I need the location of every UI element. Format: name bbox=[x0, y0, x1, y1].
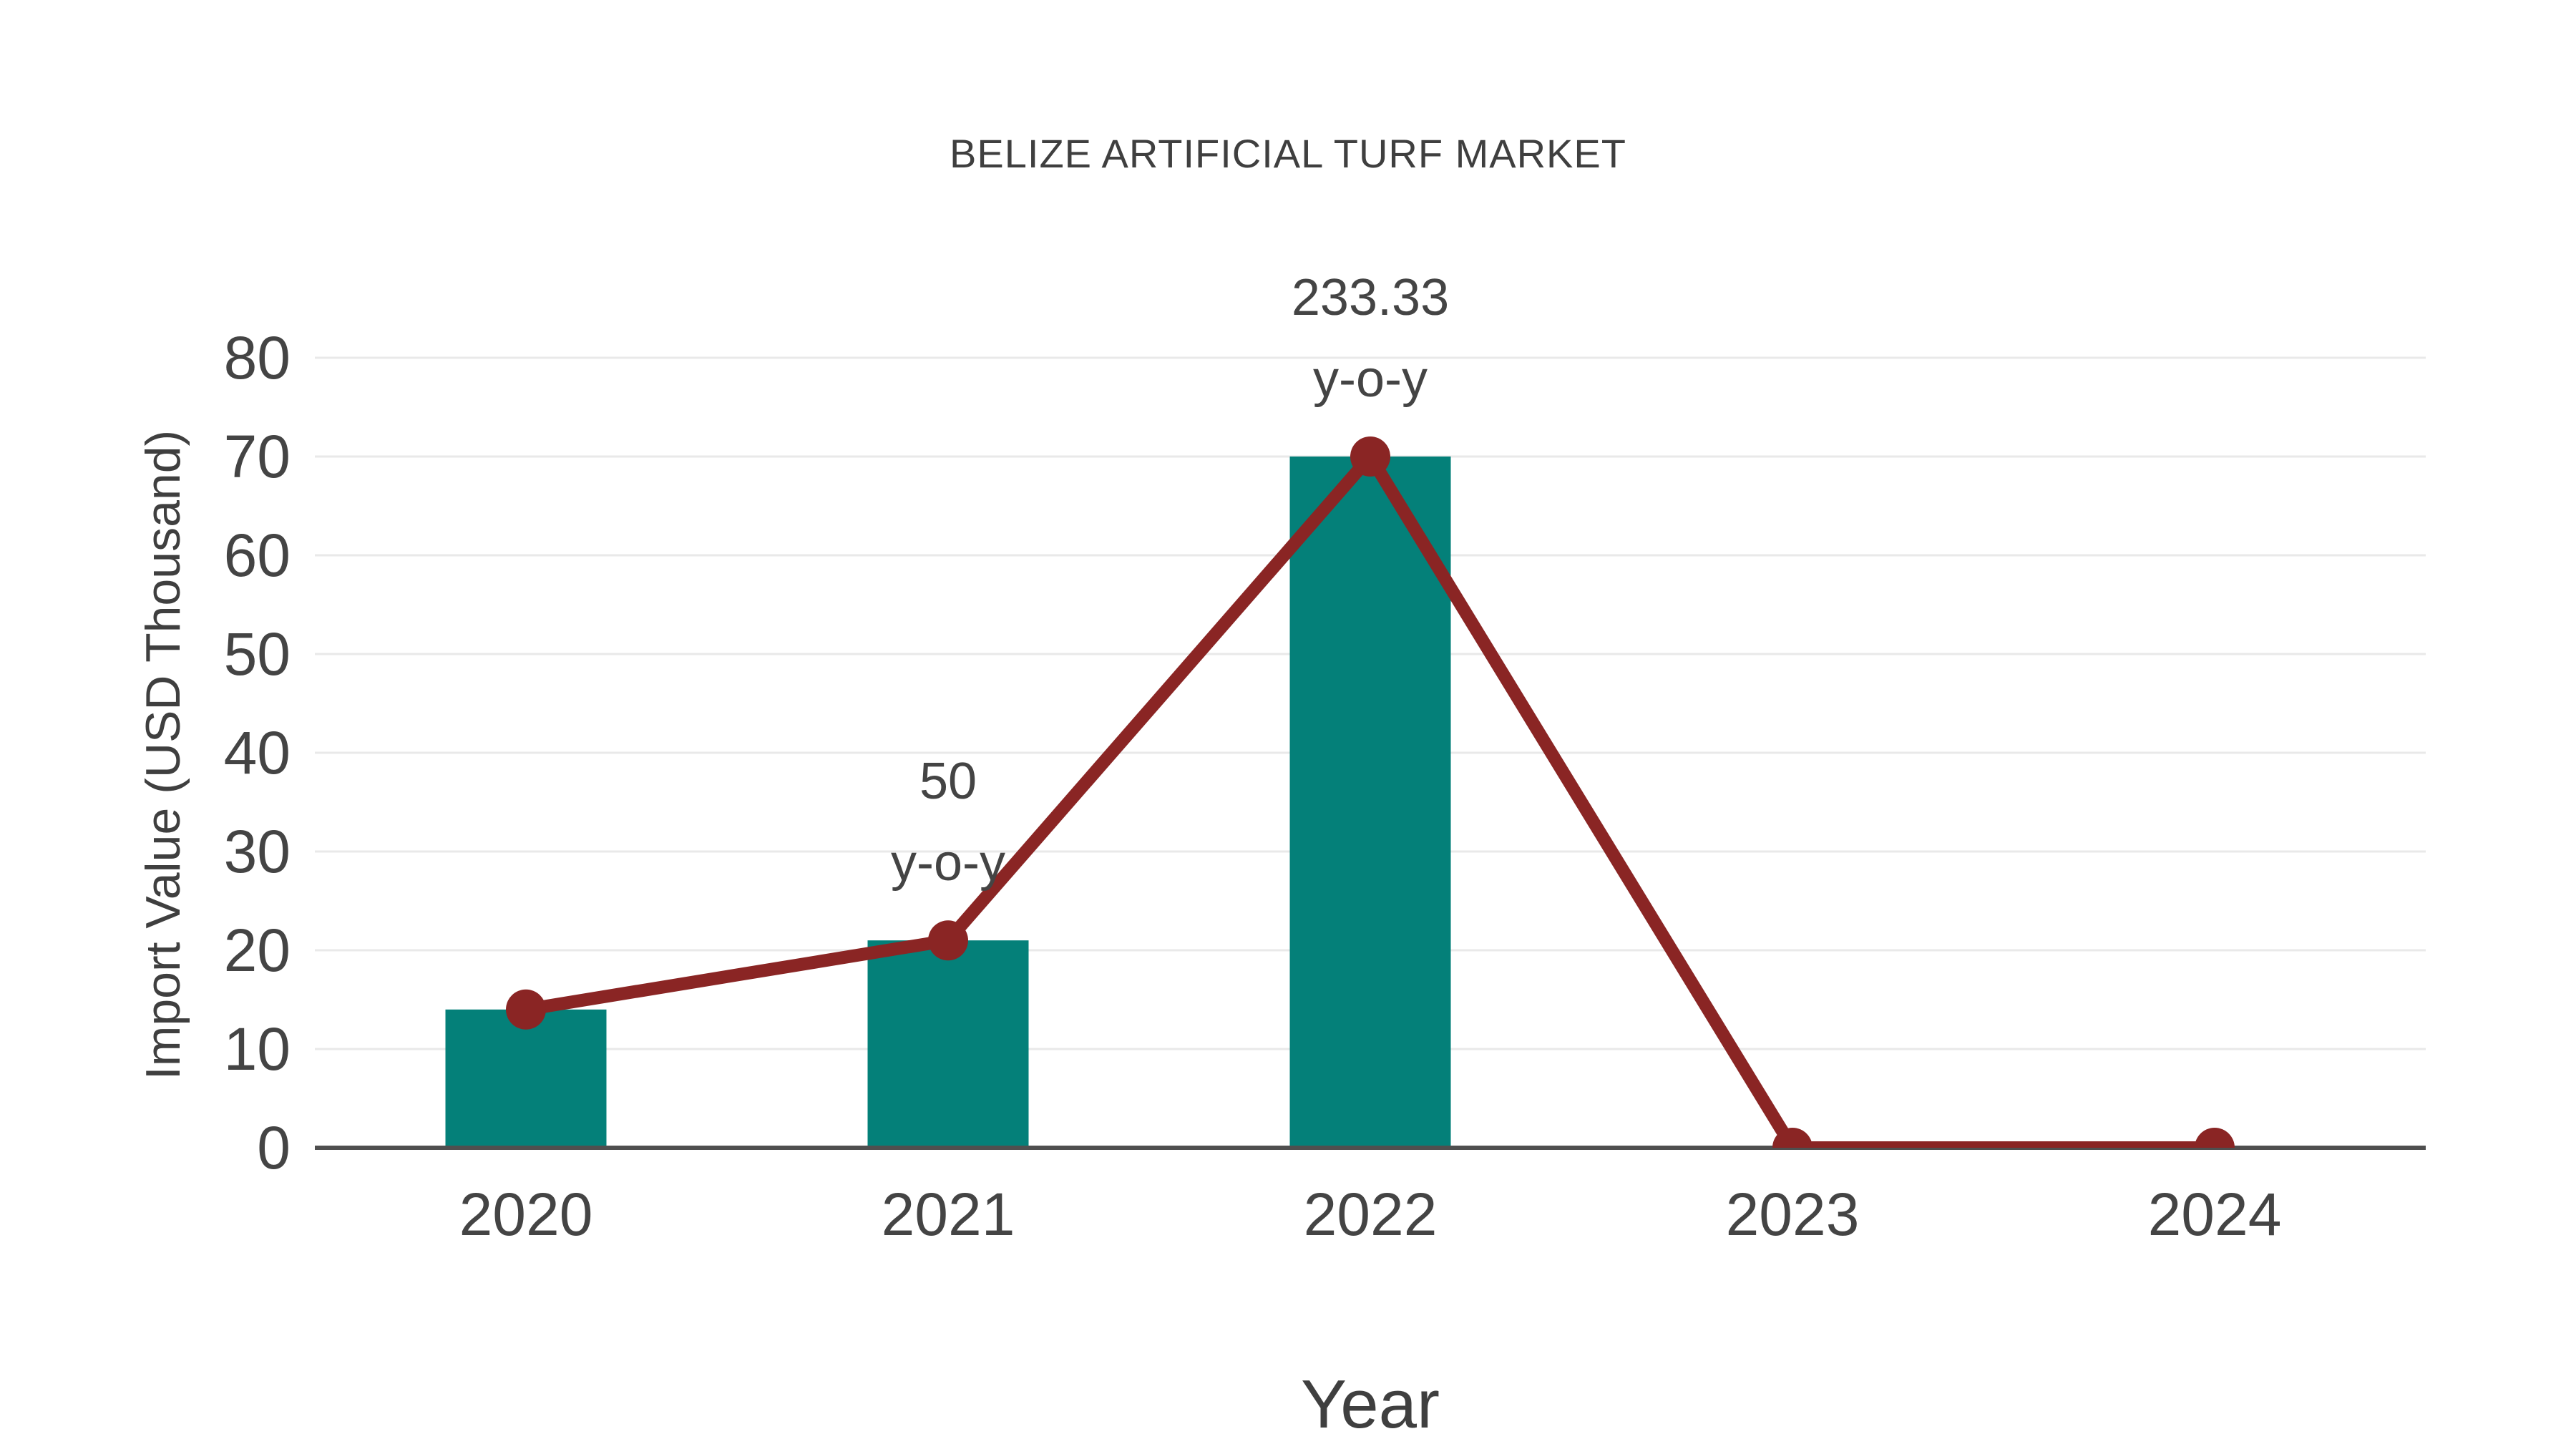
y-tick-label: 70 bbox=[224, 423, 291, 490]
annotation-2022-line1: 233.33 bbox=[1292, 269, 1449, 326]
x-tick-label: 2022 bbox=[1304, 1181, 1438, 1248]
trend-point-2020 bbox=[506, 989, 546, 1030]
chart-title: BELIZE ARTIFICIAL TURF MARKET bbox=[950, 131, 1626, 176]
y-tick-label: 40 bbox=[224, 719, 291, 786]
bar-2022 bbox=[1289, 457, 1451, 1148]
trend-point-2022 bbox=[1350, 436, 1390, 477]
x-tick-label: 2024 bbox=[2148, 1181, 2282, 1248]
annotation-2021-line1: 50 bbox=[919, 753, 977, 810]
x-tick-label: 2020 bbox=[459, 1181, 593, 1248]
trend-group bbox=[506, 436, 2235, 1148]
x-axis-title: Year bbox=[1301, 1366, 1440, 1443]
y-tick-label: 50 bbox=[224, 620, 291, 688]
annotation-2022-line2: y-o-y bbox=[1313, 351, 1428, 408]
x-tick-label: 2021 bbox=[882, 1181, 1015, 1248]
bar-2021 bbox=[867, 940, 1029, 1148]
trend-point-2024 bbox=[2195, 1128, 2235, 1148]
y-tick-label: 30 bbox=[224, 818, 291, 885]
bar-2020 bbox=[445, 1009, 607, 1148]
trend-point-2021 bbox=[928, 920, 968, 961]
y-tick-label: 0 bbox=[257, 1114, 291, 1181]
trend-point-2023 bbox=[1772, 1128, 1813, 1148]
y-tick-label: 80 bbox=[224, 324, 291, 391]
x-tick-label: 2023 bbox=[1726, 1181, 1860, 1248]
y-tick-label: 10 bbox=[224, 1015, 291, 1083]
y-tick-label: 20 bbox=[224, 917, 291, 984]
y-tick-label: 60 bbox=[224, 522, 291, 589]
annotation-2021-line2: y-o-y bbox=[891, 834, 1005, 892]
